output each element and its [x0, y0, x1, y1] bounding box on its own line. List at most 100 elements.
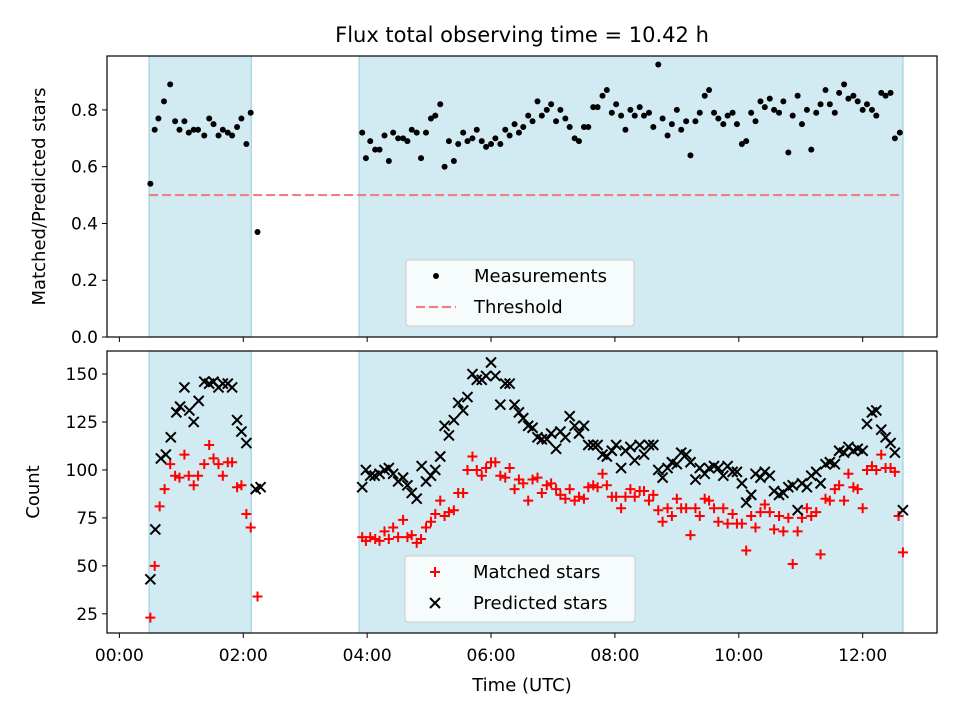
predicted-star-point	[814, 477, 827, 490]
matched-star-point	[713, 516, 724, 527]
measurement-point	[441, 163, 448, 170]
matched-star-point	[245, 522, 256, 533]
predicted-star-point	[801, 481, 813, 493]
matched-star-point	[448, 505, 459, 516]
bottom-y-tick-label: 25	[76, 605, 98, 625]
measurement-point	[696, 109, 703, 116]
measurement-point	[238, 115, 245, 122]
matched-star-point	[379, 526, 390, 537]
predicted-star-point	[513, 406, 525, 419]
measurement-point	[548, 101, 555, 108]
predicted-star-point	[717, 469, 730, 482]
predicted-star-point	[160, 448, 172, 461]
measurement-point	[798, 121, 805, 128]
matched-star-point	[783, 512, 794, 523]
measurement-point	[850, 92, 857, 99]
predicted-star-point	[489, 370, 502, 382]
matched-star-point	[629, 491, 640, 502]
predicted-star-point	[838, 446, 850, 459]
matched-star-point	[527, 474, 538, 485]
predicted-star-point	[503, 377, 516, 390]
measurement-point	[729, 109, 736, 116]
predicted-star-point	[810, 466, 822, 478]
measurement-point	[566, 123, 573, 130]
measurement-point	[733, 121, 740, 128]
legend-marker-measurements	[433, 273, 439, 279]
measurement-point	[455, 140, 462, 147]
predicted-star-point	[754, 471, 767, 484]
measurement-point	[613, 101, 620, 108]
predicted-star-point	[624, 441, 637, 453]
bottom-y-tick-label: 125	[66, 413, 98, 433]
measurement-point	[469, 135, 476, 142]
measurement-point	[618, 112, 625, 119]
matched-star-point	[824, 495, 835, 506]
matched-star-point	[458, 487, 469, 498]
measurement-point	[650, 123, 657, 130]
measurement-point	[720, 121, 727, 128]
measurement-point	[715, 115, 722, 122]
predicted-star-point	[726, 466, 739, 478]
matched-star-point	[583, 482, 594, 493]
predicted-star-point	[452, 397, 464, 409]
measurement-point	[571, 135, 578, 142]
measurement-point	[372, 146, 379, 153]
predicted-star-point	[517, 412, 529, 424]
x-tick-label: 02:00	[219, 646, 268, 666]
matched-star-point	[252, 591, 263, 602]
predicted-star-point	[178, 381, 191, 394]
measurement-point	[580, 123, 587, 130]
predicted-star-point	[684, 456, 697, 468]
measurement-point	[167, 81, 174, 88]
x-tick-label: 10:00	[714, 646, 763, 666]
predicted-star-point	[360, 464, 372, 476]
predicted-star-point	[582, 439, 594, 451]
x-tick-label: 08:00	[590, 646, 639, 666]
predicted-star-point	[615, 462, 627, 474]
predicted-star-point	[410, 493, 423, 505]
predicted-star-point	[559, 431, 572, 444]
matched-star-point	[560, 493, 571, 504]
predicted-star-point	[188, 416, 200, 428]
measurement-point	[390, 129, 397, 136]
measurement-point	[743, 138, 750, 145]
predicted-star-point	[643, 439, 655, 451]
measurement-point	[859, 106, 866, 113]
bottom-panel: 25 50 75 100 125 150 00:00 02:00 04:00 06:00 08:00…	[23, 350, 938, 666]
x-tick-label: 06:00	[467, 646, 516, 666]
predicted-star-point	[573, 427, 585, 440]
measurement-point	[771, 106, 778, 113]
matched-star-point	[611, 491, 622, 502]
predicted-star-point	[638, 448, 650, 461]
matched-star-point	[759, 499, 770, 510]
measurement-point	[427, 115, 434, 122]
measurement-point	[385, 158, 392, 165]
measurement-point	[664, 132, 671, 139]
measurement-point	[836, 89, 843, 96]
matched-star-point	[620, 491, 631, 502]
legend-marker-predicted	[429, 597, 441, 609]
predicted-star-point	[541, 433, 553, 445]
matched-star-point	[383, 534, 394, 544]
matched-star-point	[541, 480, 552, 491]
predicted-star-point	[550, 443, 562, 455]
predicted-star-point	[629, 454, 641, 467]
measurement-point	[483, 143, 490, 150]
matched-star-point	[815, 549, 826, 560]
measurement-point	[243, 140, 250, 147]
matched-star-point	[462, 464, 473, 475]
measurement-point	[437, 101, 444, 108]
measurement-point	[645, 109, 652, 116]
predicted-star-point	[425, 469, 437, 482]
matched-star-point	[746, 510, 757, 521]
matched-star-point	[709, 503, 720, 514]
matched-star-point	[416, 534, 427, 544]
matched-star-point	[834, 480, 845, 491]
measurement-point	[822, 87, 829, 94]
bottom-y-tick-label: 75	[76, 509, 98, 529]
predicted-star-point	[364, 469, 376, 482]
measurement-point	[254, 228, 261, 235]
predicted-star-point	[610, 439, 622, 451]
x-tick-label: 12:00	[838, 646, 887, 666]
